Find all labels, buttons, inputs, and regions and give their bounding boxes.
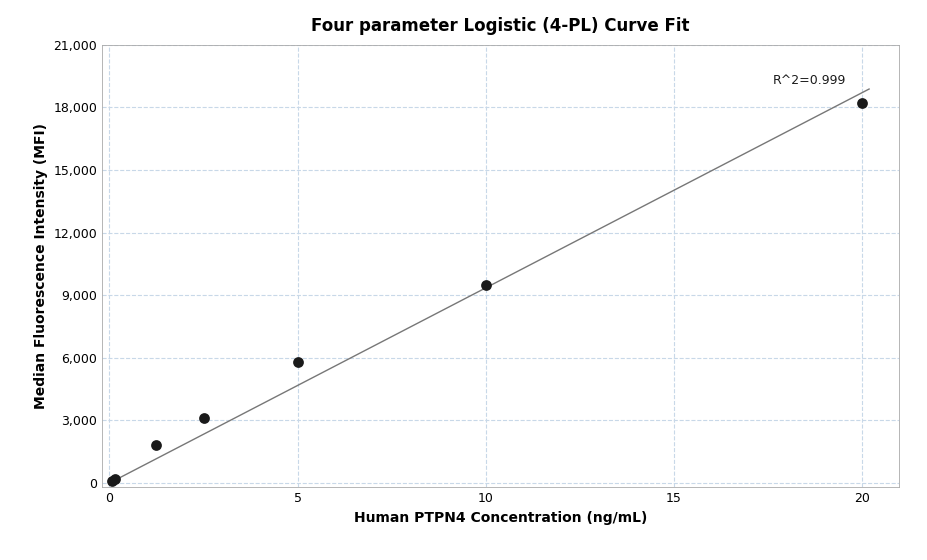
Point <box>197 414 211 423</box>
Point <box>854 99 869 108</box>
Text: R^2=0.999: R^2=0.999 <box>773 73 846 87</box>
Point <box>149 441 164 450</box>
Point <box>478 281 493 290</box>
Y-axis label: Median Fluorescence Intensity (MFI): Median Fluorescence Intensity (MFI) <box>33 123 47 409</box>
X-axis label: Human PTPN4 Concentration (ng/mL): Human PTPN4 Concentration (ng/mL) <box>354 511 647 525</box>
Point <box>290 357 305 366</box>
Point <box>108 474 122 483</box>
Title: Four parameter Logistic (4-PL) Curve Fit: Four parameter Logistic (4-PL) Curve Fit <box>311 17 690 35</box>
Point <box>105 477 120 486</box>
